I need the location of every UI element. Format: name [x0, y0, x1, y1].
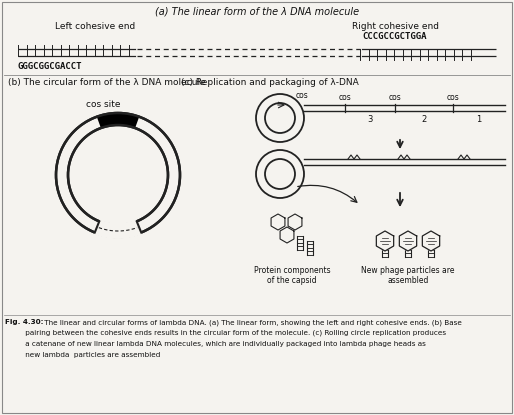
Text: CCCGCCGCTGGA: CCCGCCGCTGGA: [363, 32, 427, 41]
Text: (c) Replication and packaging of λ-DNA: (c) Replication and packaging of λ-DNA: [181, 78, 359, 87]
Text: cos: cos: [447, 93, 460, 102]
Wedge shape: [94, 220, 142, 239]
Polygon shape: [423, 231, 439, 251]
Wedge shape: [97, 113, 139, 128]
Text: cos: cos: [339, 93, 352, 102]
Text: 3: 3: [368, 115, 373, 124]
Polygon shape: [399, 231, 417, 251]
Text: new lambda  particles are assembled: new lambda particles are assembled: [5, 352, 160, 358]
Polygon shape: [288, 214, 302, 230]
Text: Fig. 4.30:: Fig. 4.30:: [5, 319, 44, 325]
Polygon shape: [280, 227, 294, 243]
Polygon shape: [376, 231, 394, 251]
Text: pairing between the cohesive ends results in the circular form of the molecule. : pairing between the cohesive ends result…: [5, 330, 446, 337]
Text: Left cohesive end: Left cohesive end: [55, 22, 135, 31]
Text: cos: cos: [389, 93, 401, 102]
Text: Right cohesive end: Right cohesive end: [352, 22, 438, 31]
Text: GGGCGGCGACCT: GGGCGGCGACCT: [18, 62, 83, 71]
Text: (b) The circular form of the λ DNA molecule: (b) The circular form of the λ DNA molec…: [8, 78, 206, 87]
Polygon shape: [271, 214, 285, 230]
Text: cos: cos: [296, 91, 308, 100]
Text: Protein components
of the capsid: Protein components of the capsid: [254, 266, 331, 286]
Text: 2: 2: [421, 115, 427, 124]
Text: (a) The linear form of the λ DNA molecule: (a) The linear form of the λ DNA molecul…: [155, 7, 359, 17]
Text: The linear and circular forms of lambda DNA. (a) The linear form, showing the le: The linear and circular forms of lambda …: [42, 319, 462, 325]
Text: cos site: cos site: [86, 100, 120, 109]
Text: New phage particles are
assembled: New phage particles are assembled: [361, 266, 455, 286]
Text: 1: 1: [476, 115, 482, 124]
Text: a catenane of new linear lambda DNA molecules, which are individually packaged i: a catenane of new linear lambda DNA mole…: [5, 341, 426, 347]
